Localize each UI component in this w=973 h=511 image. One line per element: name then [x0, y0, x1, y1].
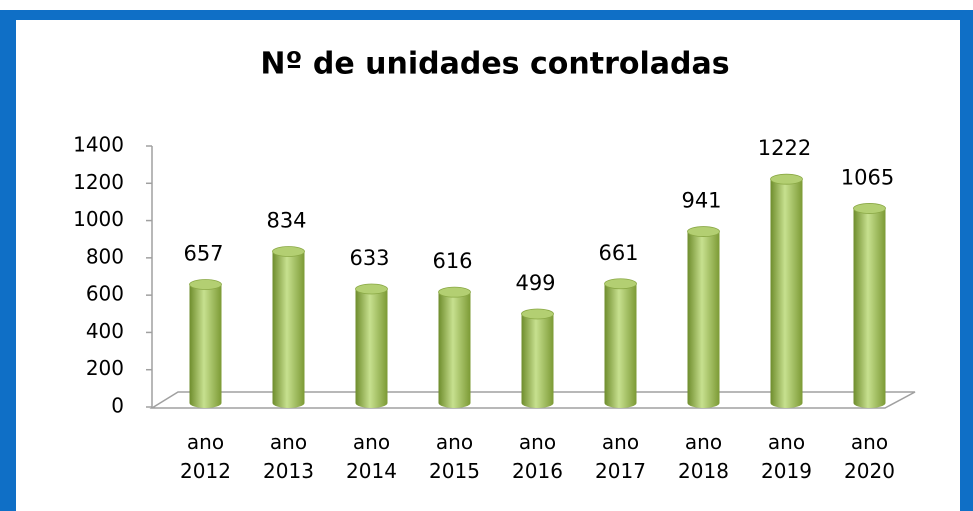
bar-cap: [272, 246, 305, 257]
bar: [272, 251, 305, 408]
chart-title: Nº de unidades controladas: [260, 47, 729, 82]
x-tick-label: ano 2018: [678, 430, 729, 483]
y-tick-label: 0: [111, 394, 124, 418]
bar: [770, 179, 803, 408]
value-label: 499: [515, 271, 555, 295]
bar: [687, 231, 720, 408]
bar: [438, 292, 471, 408]
y-tick-label: 800: [86, 244, 124, 268]
bar-cap: [853, 203, 886, 214]
y-tick-label: 1400: [73, 133, 124, 157]
bar-cap: [438, 286, 471, 298]
x-tick-label: ano 2015: [429, 430, 480, 483]
value-label: 657: [183, 242, 223, 266]
value-label: 661: [598, 241, 638, 265]
value-label: 616: [432, 249, 472, 273]
bar-cap: [770, 173, 803, 185]
bar-cap: [521, 308, 554, 320]
y-tick-label: 1000: [73, 207, 124, 231]
bar-cap: [604, 278, 637, 290]
x-tick-label: ano 2017: [595, 430, 646, 483]
value-label: 834: [266, 209, 306, 233]
bar: [189, 284, 222, 408]
bar: [853, 208, 886, 408]
x-tick-label: ano 2014: [346, 430, 397, 483]
value-label: 1065: [841, 165, 894, 189]
x-tick-label: ano 2019: [761, 430, 812, 483]
bar: [355, 288, 388, 408]
y-tick-label: 200: [86, 356, 124, 380]
bar: [604, 283, 637, 408]
x-tick-label: ano 2012: [180, 430, 231, 483]
y-tick-label: 600: [86, 282, 124, 306]
x-tick-label: ano 2016: [512, 430, 563, 483]
x-tick-label: ano 2020: [844, 430, 895, 483]
y-tick-label: 400: [86, 319, 124, 343]
bar: [521, 313, 554, 408]
value-label: 1222: [758, 136, 811, 160]
y-tick-label: 1200: [73, 170, 124, 194]
x-tick-label: ano 2013: [263, 430, 314, 483]
bar-cap: [687, 226, 720, 237]
value-label: 633: [349, 246, 389, 270]
panel: [16, 20, 960, 511]
bar-cap: [189, 279, 222, 290]
bar-cap: [355, 283, 388, 295]
value-label: 941: [681, 189, 721, 213]
